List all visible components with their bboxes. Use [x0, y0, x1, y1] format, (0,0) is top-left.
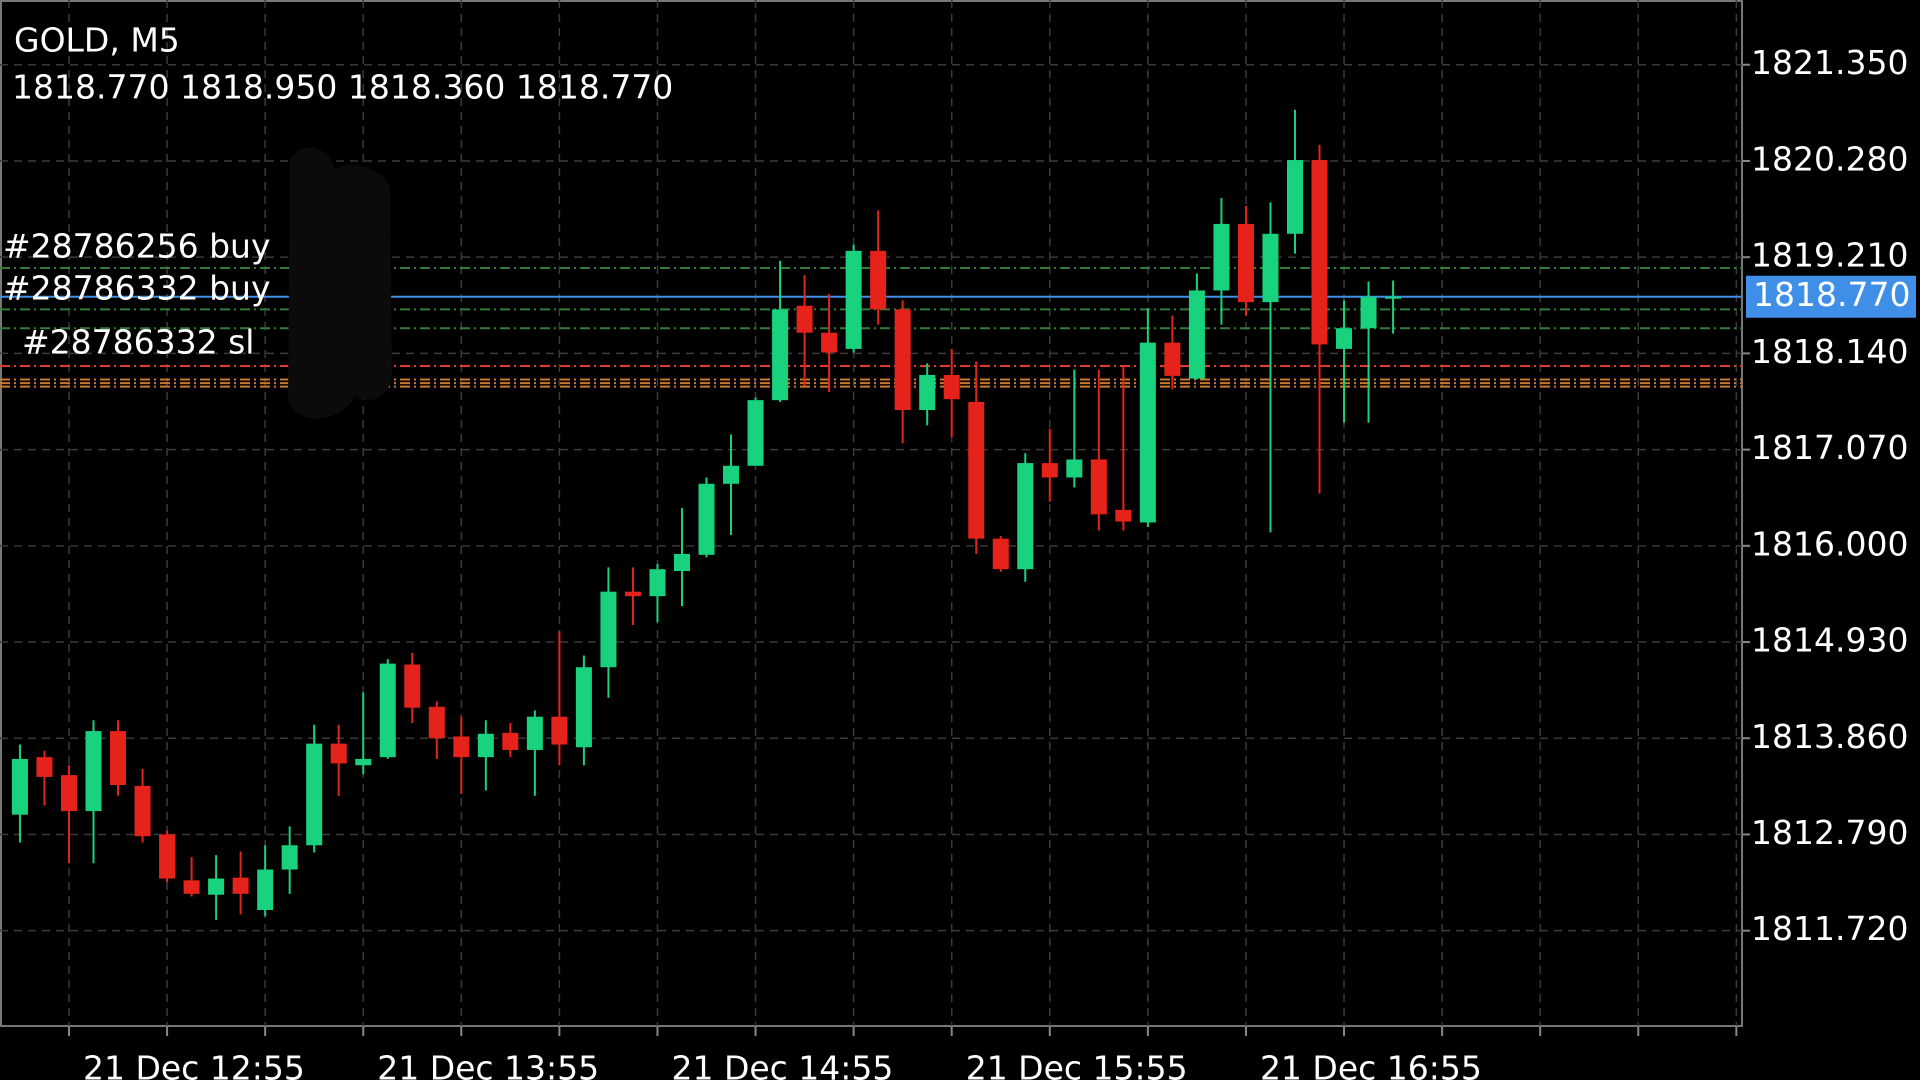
x-tick-label: 21 Dec 13:55 [377, 1049, 599, 1080]
chart-title: GOLD, M5 [14, 21, 180, 60]
candle-body [355, 758, 372, 766]
candle-body [649, 569, 666, 597]
candle-body [1090, 459, 1107, 515]
y-tick-label: 1816.000 [1751, 524, 1908, 563]
candle-body [747, 400, 764, 466]
candle-body [1336, 328, 1353, 349]
candle-body [821, 332, 838, 353]
candle-body [870, 250, 887, 310]
candle-body [502, 732, 519, 750]
candle-body [11, 758, 28, 815]
candle-body [110, 731, 127, 786]
candle-body [306, 743, 323, 846]
candle-body [183, 880, 200, 894]
x-tick-label: 21 Dec 14:55 [671, 1049, 893, 1080]
ohlc-readout: 1818.770 1818.950 1818.360 1818.770 [12, 68, 673, 107]
y-tick-label: 1817.070 [1751, 428, 1908, 467]
candle-body [159, 834, 176, 879]
y-tick-label: 1811.720 [1751, 909, 1908, 948]
candle-body [575, 667, 592, 748]
candle-body [1360, 296, 1377, 329]
y-tick-label: 1813.860 [1751, 717, 1908, 756]
last-price-tag [1746, 275, 1916, 318]
candle-body [1385, 296, 1402, 299]
candle-body [992, 538, 1009, 570]
candle-body [894, 309, 911, 411]
y-tick-label: 1812.790 [1751, 813, 1908, 852]
x-tick-label: 21 Dec 12:55 [83, 1049, 305, 1080]
candle-body [845, 250, 862, 349]
candle-body [1262, 233, 1279, 303]
candle-body [85, 731, 102, 812]
candle-body [1237, 223, 1254, 303]
candle-body [208, 878, 225, 895]
candle-body [551, 716, 568, 745]
candle-body [404, 664, 421, 708]
candle-body [1017, 463, 1034, 570]
candle-body [453, 736, 470, 758]
y-tick-label: 1819.210 [1751, 236, 1908, 275]
candle-body [919, 374, 936, 411]
candle-body [428, 706, 445, 739]
candle-body [257, 869, 274, 911]
candle-body [281, 845, 298, 870]
candle-body [232, 877, 249, 894]
y-tick-label: 1820.280 [1751, 139, 1908, 178]
candle-body [134, 785, 151, 837]
candle-body [1115, 509, 1132, 522]
candle-body [1041, 463, 1058, 478]
candle-body [1213, 223, 1230, 291]
redaction-scribble [288, 147, 392, 419]
candle-body [1139, 342, 1156, 523]
candle-body [600, 591, 617, 668]
candle-body [624, 591, 641, 597]
candle-body [673, 553, 690, 571]
candle-body [36, 757, 53, 777]
last-price-label: 1818.770 [1753, 275, 1910, 314]
candle-body [379, 663, 396, 758]
x-tick-label: 21 Dec 16:55 [1260, 1049, 1482, 1080]
candle-body [943, 374, 960, 400]
y-tick-label: 1814.930 [1751, 621, 1908, 660]
order-label: #28786332 sl [22, 323, 254, 362]
candle-body [723, 465, 740, 484]
candle-body [1188, 290, 1205, 379]
candle-body [1311, 160, 1328, 345]
candle-body [1164, 342, 1181, 376]
y-tick-label: 1818.140 [1751, 332, 1908, 371]
candle-body [477, 733, 494, 758]
candle-body [1286, 160, 1303, 234]
candle-body [772, 309, 789, 401]
candle-body [330, 743, 347, 764]
candle-body [526, 716, 543, 750]
candle-body [796, 305, 813, 333]
x-tick-label: 21 Dec 15:55 [966, 1049, 1188, 1080]
y-tick-label: 1821.350 [1751, 43, 1908, 82]
plot-frame [0, 0, 1743, 1027]
order-label: #28786332 buy [3, 269, 271, 308]
candle-body [1066, 459, 1083, 478]
order-label: #28786256 buy [3, 227, 271, 266]
candle-body [698, 483, 715, 555]
candle-body [60, 775, 77, 812]
candle-body [968, 401, 985, 539]
